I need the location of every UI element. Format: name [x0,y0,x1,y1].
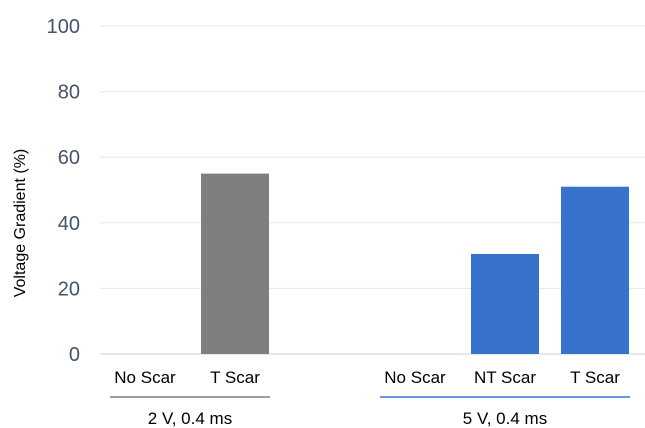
bars [201,173,629,354]
y-tick-label: 20 [58,278,80,300]
bar [471,253,539,354]
x-tick-label: T Scar [570,368,620,387]
bar [201,173,269,354]
x-tick-label: NT Scar [474,368,536,387]
x-tick-label: T Scar [210,368,260,387]
x-tick-label: No Scar [384,368,446,387]
y-tick-labels: 0 20 40 60 80 100 [47,16,80,366]
y-tick-label: 80 [58,82,80,104]
gridlines [100,25,645,355]
bar [561,186,629,354]
y-tick-label: 0 [69,344,80,366]
y-tick-label: 40 [58,213,80,235]
x-tick-label: No Scar [114,368,176,387]
group-label: 2 V, 0.4 ms [148,409,232,428]
y-axis-label: Voltage Gradient (%) [12,149,29,298]
group-labels: 2 V, 0.4 ms 5 V, 0.4 ms [110,396,630,428]
y-tick-label: 60 [58,147,80,169]
group-label: 5 V, 0.4 ms [463,409,547,428]
x-tick-labels: No Scar T Scar No Scar NT Scar T Scar [114,368,620,387]
y-tick-label: 100 [47,16,80,38]
